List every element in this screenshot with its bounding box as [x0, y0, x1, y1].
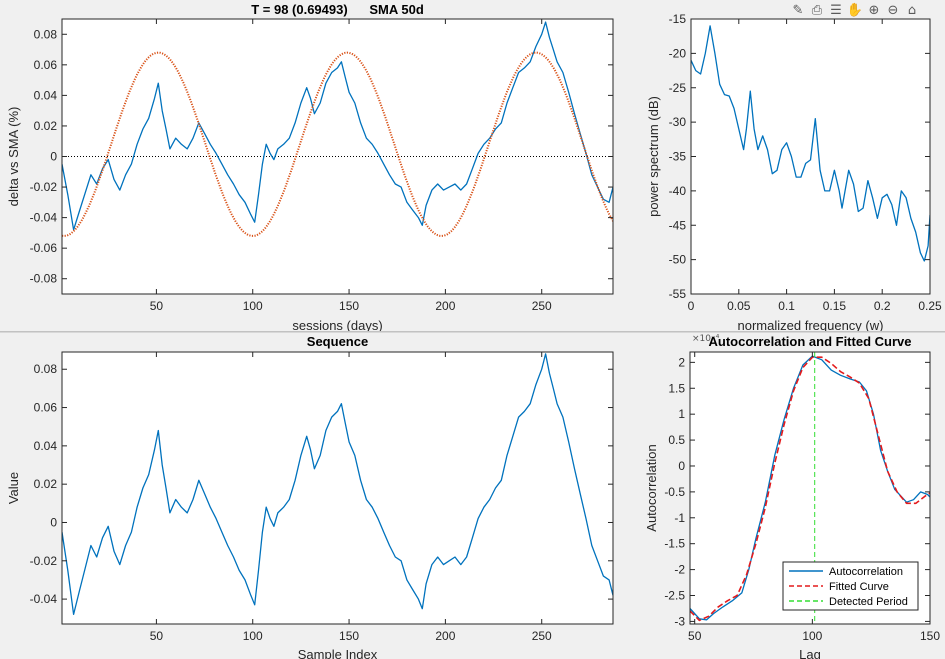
y-tick-label: -0.02: [30, 180, 58, 194]
y-tick-label: 0.02: [34, 477, 58, 491]
y-tick-label: -0.5: [664, 485, 685, 499]
y-tick-label: -40: [669, 184, 687, 198]
delta-series-1-line: [62, 51, 613, 237]
legend-label: Detected Period: [829, 596, 908, 608]
chart-title: Autocorrelation and Fitted Curve: [709, 334, 912, 349]
legend: Autocorrelation Fitted Curve Detected Peri…: [782, 561, 919, 611]
plot-layer: [62, 21, 613, 237]
brush-icon[interactable]: ✎: [792, 2, 804, 18]
y-tick-label: 1.5: [668, 381, 685, 395]
y-tick-label: 0.04: [34, 439, 58, 453]
y-tick-label: -1: [674, 511, 685, 525]
top-panel: 50 100 150 200 250 -0.08 -0.06 -0.04 -0.02 0 0.02 0…: [6, 1, 943, 332]
x-tick-label: 100: [802, 629, 822, 643]
zoom-in-icon[interactable]: ⊕: [868, 2, 880, 18]
axes-toolbar: ✎ ⎙ ☰ ✋ ⊕ ⊖ ⌂: [789, 1, 921, 21]
y-tick-label: -15: [669, 12, 687, 26]
x-tick-label: 250: [532, 299, 552, 313]
x-tick-label: 50: [688, 629, 702, 643]
x-tick-label: 0.05: [727, 299, 751, 313]
pan-icon[interactable]: ✋: [846, 2, 864, 18]
y-tick-label: -2.5: [664, 589, 685, 603]
delta-series-0-line: [62, 21, 613, 231]
x-axis-label: Lag: [799, 647, 821, 659]
x-tick-label: 0: [688, 299, 695, 313]
x-tick-label: 0.2: [874, 299, 891, 313]
y-tick-label: -45: [669, 218, 687, 232]
y-tick-label: 2: [678, 355, 685, 369]
axes-frame: [61, 351, 614, 625]
plot-layer: [62, 353, 613, 616]
y-axis-label: delta vs SMA (%): [6, 107, 21, 207]
y-tick-label: 0.06: [34, 401, 58, 415]
y-tick-label: 0.02: [34, 119, 58, 133]
legend-label: Autocorrelation: [829, 566, 903, 578]
y-tick-label: 0.08: [34, 362, 58, 376]
chart-title: T = 98 (0.69493) SMA 50d: [251, 2, 424, 17]
fitted-curve-line: [690, 356, 930, 622]
y-tick-label: 0.5: [668, 433, 685, 447]
x-tick-label: 50: [150, 299, 164, 313]
axes-frame: [689, 351, 931, 625]
zoom-out-icon[interactable]: ⊖: [887, 2, 899, 18]
x-tick-label: 250: [532, 629, 552, 643]
x-tick-label: 0.25: [918, 299, 942, 313]
y-tick-label: -35: [669, 150, 687, 164]
y-tick-label: -25: [669, 81, 687, 95]
y-tick-label: -2: [674, 563, 685, 577]
power-spectrum-chart: 0 0.05 0.1 0.15 0.2 0.25 -55 -50 -45 -40 -35 -30 -25…: [646, 12, 942, 332]
x-tick-label: 50: [150, 629, 164, 643]
sequence-series-0-line: [62, 353, 613, 616]
y-tick-label: -55: [669, 287, 687, 301]
exponent-mark: ×10⁻⁴: [692, 334, 720, 344]
x-axis-label: normalized frequency (w): [738, 318, 884, 332]
y-tick-label: 1: [678, 407, 685, 421]
x-axis-label: sessions (days): [292, 318, 382, 332]
x-axis-label: Sample Index: [298, 647, 378, 659]
y-tick-label: 0: [50, 515, 57, 529]
y-tick-label: -20: [669, 46, 687, 60]
delta-chart: 50 100 150 200 250 -0.08 -0.06 -0.04 -0.02 0 0.02 0…: [6, 2, 614, 332]
x-tick-label: 0.1: [778, 299, 795, 313]
x-tick-label: 150: [920, 629, 940, 643]
x-tick-label: 150: [339, 629, 359, 643]
bottom-panel: 50 100 150 200 250 -0.04 -0.02 0 0.02 0.04 0.06 0.0…: [0, 333, 945, 659]
x-tick-label: 100: [243, 299, 263, 313]
y-axis-label: Value: [6, 472, 21, 504]
y-tick-label: 0.06: [34, 58, 58, 72]
y-tick-label: -30: [669, 115, 687, 129]
x-tick-label: 150: [339, 299, 359, 313]
y-tick-label: -0.06: [30, 241, 58, 255]
y-tick-label: -3: [674, 614, 685, 628]
sequence-chart: 50 100 150 200 250 -0.04 -0.02 0 0.02 0.04 0.06 0.0…: [6, 334, 614, 659]
psd-series-0-line: [691, 25, 930, 262]
plot-layer: [691, 25, 930, 262]
autocorrelation-chart: 50 100 150 -3 -2.5 -2 -1.5 -1 -0.5 0 0.5 1 1.5 2 Autoc…: [644, 334, 940, 659]
plot-area: [62, 352, 613, 624]
y-tick-label: -1.5: [664, 537, 685, 551]
y-tick-label: -0.04: [30, 211, 58, 225]
export-icon[interactable]: ⎙: [811, 2, 823, 18]
y-tick-label: 0: [678, 459, 685, 473]
y-tick-label: -0.04: [30, 592, 58, 606]
y-axis-label: power spectrum (dB): [646, 96, 661, 217]
legend-label: Fitted Curve: [829, 581, 889, 593]
y-axis-label: Autocorrelation: [644, 444, 659, 531]
chart-title: Sequence: [307, 334, 368, 349]
y-tick-label: -0.08: [30, 272, 58, 286]
y-tick-label: 0: [50, 150, 57, 164]
y-tick-label: 0.04: [34, 88, 58, 102]
x-tick-label: 100: [243, 629, 263, 643]
x-tick-label: 200: [435, 629, 455, 643]
y-tick-label: -0.02: [30, 554, 58, 568]
y-tick-label: -50: [669, 253, 687, 267]
home-icon[interactable]: ⌂: [907, 2, 917, 18]
data-tip-icon[interactable]: ☰: [830, 2, 842, 18]
x-tick-label: 0.15: [823, 299, 847, 313]
x-tick-label: 200: [435, 299, 455, 313]
y-tick-label: 0.08: [34, 27, 58, 41]
